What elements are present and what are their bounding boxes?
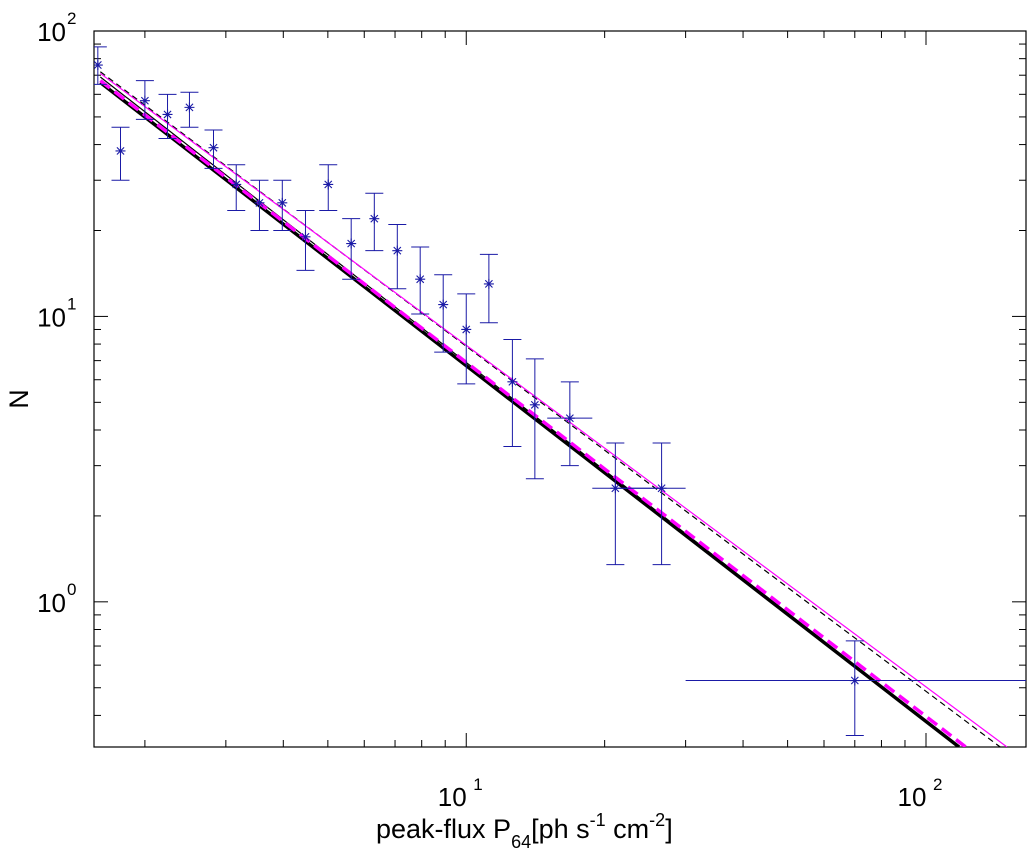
y-axis-label: N — [4, 389, 34, 409]
y-tick-label: 10 — [37, 588, 66, 618]
y-tick-label: 10 — [37, 17, 66, 47]
x-axis-label-exp2: -2 — [649, 810, 665, 830]
y-tick-label: 10 — [37, 302, 66, 332]
point-marker — [461, 324, 472, 335]
point-marker — [162, 109, 173, 120]
point-marker — [139, 95, 150, 106]
data-point — [296, 210, 315, 271]
point-marker — [849, 675, 860, 686]
point-marker — [438, 299, 449, 310]
x-axis-label-subscript: 64 — [511, 832, 531, 852]
data-point — [685, 640, 1026, 737]
data-point — [503, 339, 522, 448]
data-point — [135, 80, 154, 120]
data-point — [204, 129, 223, 169]
data-point — [250, 179, 269, 231]
x-tick-label-exponent: 2 — [933, 775, 942, 794]
tick-labels: 10 1 10 210 010 110 2 — [37, 9, 942, 812]
x-axis-label-unit-open: [ph s — [531, 814, 590, 844]
y-tick-label-exponent: 2 — [67, 9, 76, 28]
data-point — [319, 164, 338, 212]
y-tick-label-exponent: 0 — [67, 580, 76, 599]
plot-frame — [93, 30, 1027, 748]
point-marker — [208, 142, 219, 153]
point-marker — [254, 197, 265, 208]
fit-line-1 — [99, 81, 961, 747]
point-marker — [529, 399, 540, 410]
data-point — [180, 91, 199, 128]
point-marker — [610, 483, 621, 494]
data-point — [342, 218, 361, 280]
axis-ticks — [94, 30, 1026, 747]
point-marker — [323, 179, 334, 190]
data-point — [111, 126, 130, 181]
data-point — [525, 358, 544, 480]
data-point — [547, 381, 593, 467]
data-point — [273, 179, 292, 231]
data-point — [388, 223, 407, 290]
point-marker — [115, 145, 126, 156]
point-marker — [369, 213, 380, 224]
point-marker — [392, 245, 403, 256]
fit-lines — [99, 71, 1008, 747]
x-tick-label: 10 — [438, 782, 467, 812]
x-axis-label-unit-mid: cm — [606, 814, 650, 844]
point-marker — [94, 60, 103, 71]
data-point — [365, 192, 384, 252]
point-marker — [415, 274, 426, 285]
data-point — [457, 293, 476, 385]
fit-line-5 — [99, 79, 967, 747]
fit-line-3 — [99, 71, 1001, 747]
point-marker — [231, 179, 242, 190]
x-axis-label-exp1: -1 — [590, 810, 606, 830]
data-point — [434, 274, 453, 353]
point-marker — [184, 102, 195, 113]
data-point — [158, 93, 177, 140]
x-axis-label-prefix: peak-flux P — [376, 814, 511, 844]
data-point — [411, 246, 430, 315]
x-tick-label: 10 — [898, 782, 927, 812]
point-marker — [346, 238, 357, 249]
y-tick-label-exponent: 1 — [67, 294, 76, 313]
point-marker — [277, 197, 288, 208]
x-axis-label-unit-close: ] — [665, 814, 673, 844]
data-point — [615, 442, 686, 566]
point-marker — [483, 278, 494, 289]
data-series — [94, 46, 1026, 737]
point-marker — [656, 483, 667, 494]
point-marker — [564, 413, 575, 424]
data-point — [479, 253, 498, 324]
fit-line-4 — [99, 72, 1008, 747]
x-axis-label: peak-flux P64[ph s-1 cm-2] — [376, 810, 673, 852]
x-tick-label-exponent: 1 — [473, 775, 482, 794]
point-marker — [507, 376, 518, 387]
data-point — [94, 46, 107, 85]
point-marker — [300, 231, 311, 242]
data-point — [227, 164, 246, 212]
